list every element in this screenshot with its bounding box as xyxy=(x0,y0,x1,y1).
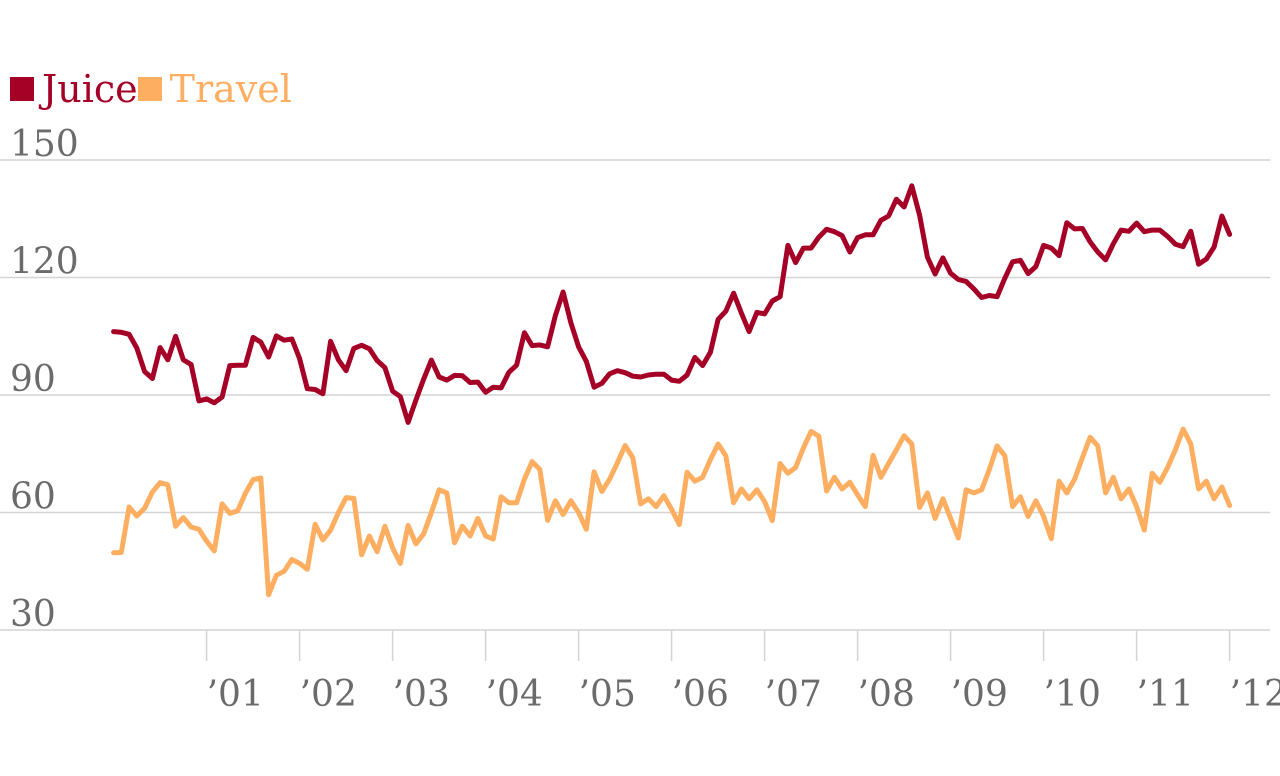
x-tick-label: ’08 xyxy=(858,674,915,715)
legend-swatch-travel xyxy=(137,77,162,101)
series-lines xyxy=(111,183,1233,598)
x-tick-label: ’07 xyxy=(765,674,822,715)
x-tick-label: ’04 xyxy=(486,674,543,715)
y-tick-label: 150 xyxy=(10,124,79,165)
legend-swatch-juice xyxy=(10,77,34,101)
x-tick-label: ’02 xyxy=(300,674,357,715)
legend: Juice Travel xyxy=(10,64,292,114)
x-tick-label: ’01 xyxy=(207,674,264,715)
x-ticks: ’01 ’02 ’03 ’04 ’05 ’06 ’07 ’08 ’09 ’10 ’11 ’12 xyxy=(205,630,1280,715)
x-tick-label: ’09 xyxy=(951,674,1008,715)
y-tick-label: 120 xyxy=(10,242,79,283)
y-tick-label: 30 xyxy=(10,594,56,635)
y-tick-label: 90 xyxy=(10,359,56,400)
legend-item-travel[interactable]: Travel xyxy=(137,67,292,111)
x-tick-label: ’12 xyxy=(1230,674,1280,715)
series-line-juice xyxy=(111,183,1233,425)
legend-item-juice[interactable]: Juice xyxy=(10,67,138,111)
y-tick-label: 60 xyxy=(10,477,56,518)
x-tick-label: ’11 xyxy=(1137,674,1194,715)
grid-lines xyxy=(0,159,1270,631)
x-tick-label: ’10 xyxy=(1044,674,1101,715)
legend-label-travel: Travel xyxy=(169,67,292,111)
series-line-travel xyxy=(111,426,1233,598)
x-tick-label: ’06 xyxy=(672,674,729,715)
legend-label-juice: Juice xyxy=(42,67,138,111)
x-tick-label: ’05 xyxy=(579,674,636,715)
y-tick-labels: 30 60 90 120 150 xyxy=(10,124,79,635)
x-tick-label: ’03 xyxy=(393,674,450,715)
